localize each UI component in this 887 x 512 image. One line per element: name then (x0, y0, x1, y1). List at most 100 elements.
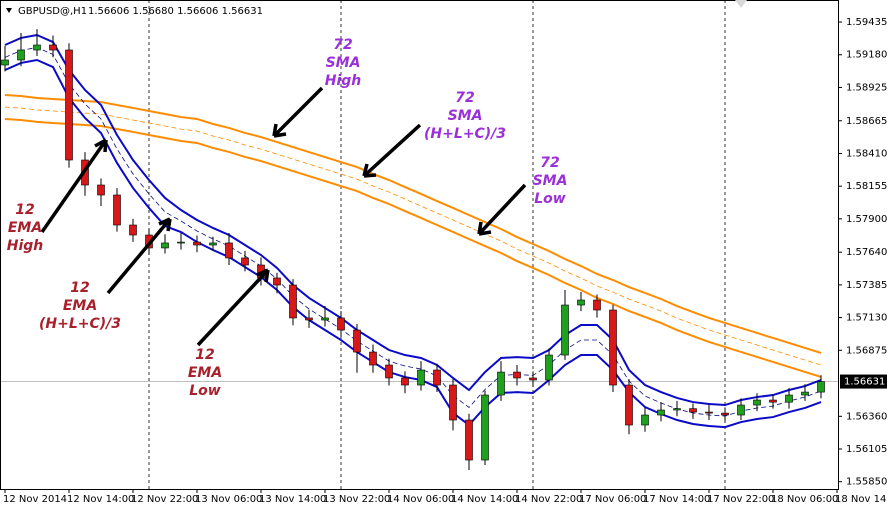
candle-body (369, 351, 377, 366)
y-tick-label: 1.59435 (846, 17, 887, 28)
x-tick-label: 14 Nov 14:00 (451, 494, 518, 505)
annotation-text: (H+L+C)/3 (39, 316, 121, 332)
arrow (362, 123, 422, 178)
candle-body (113, 194, 121, 226)
candle-body (209, 242, 217, 246)
candle-body (785, 394, 793, 403)
last-price-label: 1.56631 (844, 377, 885, 388)
candle-body (609, 309, 617, 386)
annotation-text: EMA (63, 298, 97, 314)
annotations: 72 SMA High 72 SMA (H+L+C)/3 72 SMA Low 12 EMA High… (7, 37, 568, 399)
y-tick-label: 1.58155 (846, 181, 887, 192)
indicator-line (4, 47, 822, 417)
candle-body (673, 408, 681, 411)
last-price-box (840, 374, 887, 389)
ohlc-readout: 1.56606 1.56680 1.56606 1.56631 (88, 6, 263, 17)
candle-body (65, 49, 73, 161)
candle-body (273, 277, 281, 286)
candle-body (737, 404, 745, 416)
candle-body (433, 369, 441, 386)
y-tick-label: 1.57900 (846, 214, 887, 225)
candle-body (305, 317, 313, 321)
scroll-marker (735, 0, 747, 8)
candle-body (577, 299, 585, 306)
candle-body (721, 412, 729, 416)
y-tick-label: 1.57640 (846, 247, 887, 258)
menu-triangle[interactable] (6, 8, 12, 13)
candle-body (817, 381, 825, 393)
annotation-text: High (7, 238, 44, 254)
plot-area (0, 0, 838, 489)
annotation-text: Low (534, 191, 566, 207)
candle-body (129, 224, 137, 236)
candle-body (385, 364, 393, 379)
candle-body (481, 394, 489, 461)
indicator-line (4, 117, 822, 378)
x-tick-label: 13 Nov 14:00 (259, 494, 326, 505)
x-tick-label: 17 Nov 22:00 (707, 494, 774, 505)
annotation-text: SMA (448, 108, 483, 124)
x-tick-label: 17 Nov 06:00 (579, 494, 646, 505)
candle-body (321, 317, 329, 321)
candle-body (97, 184, 105, 196)
candle-body (225, 242, 233, 259)
candle-body (497, 371, 505, 396)
x-tick-label: 12 Nov 14:00 (67, 494, 134, 505)
candle-body (193, 241, 201, 246)
x-tick-label: 18 Nov 14:00 (835, 494, 887, 505)
candle-body (545, 354, 553, 381)
arrow (196, 268, 270, 347)
candle-body (417, 369, 425, 386)
candle-body (689, 408, 697, 413)
y-tick-label: 1.57385 (846, 280, 887, 291)
indicator-line (4, 58, 822, 429)
candle-body (593, 299, 601, 311)
candle-body (241, 257, 249, 266)
candle-body (449, 384, 457, 421)
candle-body (513, 371, 521, 379)
candle-body (641, 414, 649, 426)
candle-body (705, 411, 713, 414)
y-tick-label: 1.58410 (846, 148, 887, 159)
candle-body (561, 304, 569, 356)
annotation-text: 12 (15, 202, 34, 218)
candle-body (49, 44, 57, 51)
arrow (106, 217, 172, 295)
x-tick-label: 13 Nov 06:00 (195, 494, 262, 505)
y-tick-label: 1.58925 (846, 82, 887, 93)
candle-body (17, 49, 25, 61)
arrow (477, 183, 527, 236)
x-tick-label: 14 Nov 06:00 (387, 494, 454, 505)
candle-body (753, 399, 761, 406)
candle-body (337, 317, 345, 331)
arrows (40, 86, 527, 347)
candle-body (465, 419, 473, 461)
candle-body (801, 391, 809, 396)
y-tick-label: 1.58665 (846, 116, 887, 127)
x-tick-label: 17 Nov 14:00 (643, 494, 710, 505)
annotation-text: 72 (540, 155, 559, 171)
candle-body (289, 284, 297, 319)
annotation-text: SMA (326, 55, 361, 71)
candle-body (353, 329, 361, 353)
candle-body (625, 384, 633, 426)
indicator-line (4, 33, 822, 407)
y-tick-label: 1.59180 (846, 50, 887, 61)
annotation-text: Low (189, 383, 221, 399)
y-tick-label: 1.56105 (846, 444, 887, 455)
x-tick-label: 18 Nov 06:00 (771, 494, 838, 505)
annotation-text: EMA (8, 220, 42, 236)
y-tick-label: 1.56360 (846, 411, 887, 422)
annotation-text: 12 (70, 280, 89, 296)
annotation-text: 72 (333, 37, 352, 53)
x-tick-label: 13 Nov 22:00 (323, 494, 390, 505)
annotation-text: EMA (188, 365, 222, 381)
indicator-line (4, 106, 822, 366)
arrow (40, 138, 108, 233)
candle-body (33, 44, 41, 51)
candle-body (1, 59, 9, 66)
x-tick-label: 12 Nov 2014 (3, 494, 67, 505)
